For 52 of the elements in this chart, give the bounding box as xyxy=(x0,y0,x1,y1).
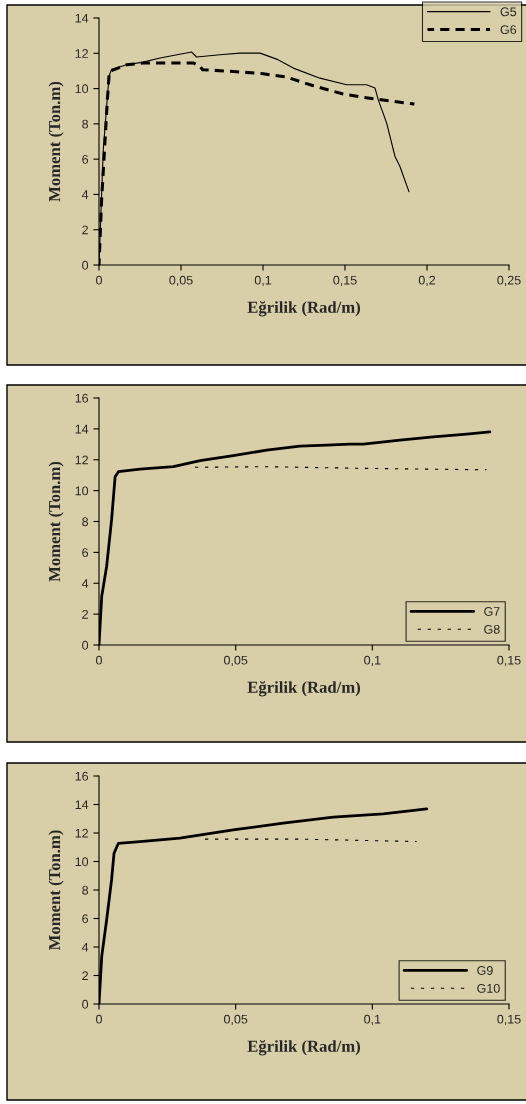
y-tick-label: 12 xyxy=(75,828,88,838)
y-tick-label: 2 xyxy=(82,609,88,619)
y-tick-label: 6 xyxy=(82,914,89,924)
y-tick-label: 6 xyxy=(82,154,89,164)
y-tick-label: 0 xyxy=(82,640,89,650)
y-axis-title: Moment (Ton.m) xyxy=(48,461,64,582)
x-axis-title: Eğrilik (Rad/m) xyxy=(247,300,360,317)
legend-label: G6 xyxy=(500,25,517,35)
legend-label: G10 xyxy=(477,983,500,993)
x-tick-label: 0 xyxy=(96,275,102,285)
x-tick-label: 0,15 xyxy=(497,655,521,667)
y-tick-label: 4 xyxy=(81,190,89,199)
x-tick-label: 0,1 xyxy=(254,275,272,287)
x-tick-label: 0 xyxy=(96,655,102,665)
y-tick-label: 10 xyxy=(75,84,89,94)
y-tick-label: 8 xyxy=(82,517,89,527)
y-tick-label: 2 xyxy=(82,225,88,235)
y-tick-label: 14 xyxy=(75,13,89,23)
y-tick-label: 16 xyxy=(75,393,89,403)
x-tick-label: 0,05 xyxy=(169,275,193,287)
x-tick-label: 0,05 xyxy=(223,1014,248,1026)
legend-label: G7 xyxy=(484,607,500,616)
y-axis-title: Moment (Ton.m) xyxy=(48,830,64,951)
y-tick-label: 14 xyxy=(75,424,89,434)
y-tick-label: 10 xyxy=(75,857,89,867)
y-tick-label: 6 xyxy=(82,548,89,558)
y-tick-label: 8 xyxy=(82,119,89,129)
x-tick-label: 0,1 xyxy=(364,1014,381,1026)
y-tick-label: 2 xyxy=(82,971,88,981)
x-tick-label: 0,1 xyxy=(364,655,381,667)
y-tick-label: 10 xyxy=(75,486,89,496)
x-axis-title: Eğrilik (Rad/m) xyxy=(247,680,360,697)
x-axis-title: Eğrilik (Rad/m) xyxy=(247,1039,360,1056)
y-tick-label: 12 xyxy=(75,455,88,465)
y-axis-title: Moment (Ton.m) xyxy=(48,81,64,202)
x-tick-label: 0,05 xyxy=(223,655,248,667)
x-tick-label: 0,15 xyxy=(333,275,357,287)
x-tick-label: 0,25 xyxy=(497,275,521,287)
legend-label: G9 xyxy=(477,966,493,975)
y-tick-label: 4 xyxy=(81,942,89,952)
y-tick-label: 0 xyxy=(82,999,89,1009)
y-tick-label: 0 xyxy=(82,260,89,270)
x-tick-label: 0,15 xyxy=(497,1014,521,1026)
y-tick-label: 8 xyxy=(82,885,89,895)
x-tick-label: 0 xyxy=(96,1014,102,1024)
legend-label: G5 xyxy=(500,7,517,17)
y-tick-label: 16 xyxy=(75,771,89,781)
y-tick-label: 12 xyxy=(75,49,88,58)
legend-label: G8 xyxy=(484,624,500,634)
y-tick-label: 14 xyxy=(75,800,89,810)
x-tick-label: 0,2 xyxy=(418,275,436,287)
y-tick-label: 4 xyxy=(81,579,89,588)
